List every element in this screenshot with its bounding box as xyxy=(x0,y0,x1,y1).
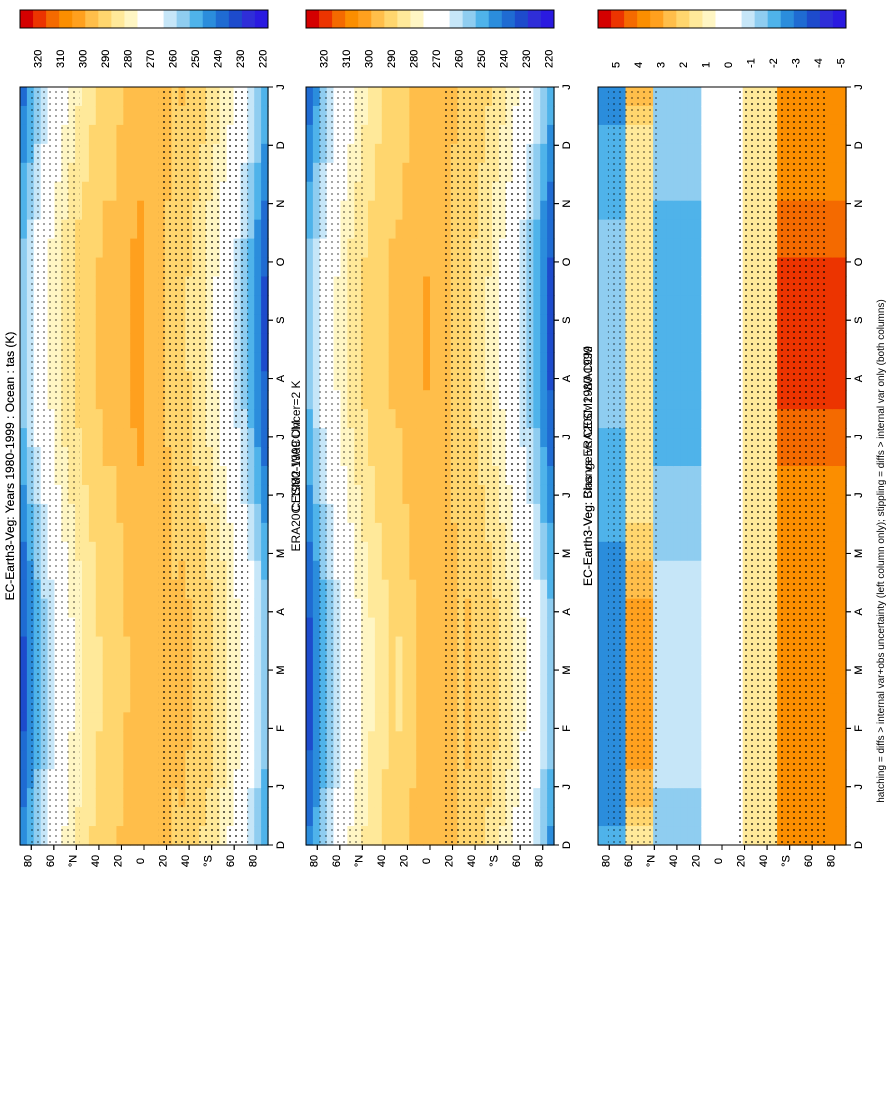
heat-cell xyxy=(82,163,89,183)
heat-cell xyxy=(20,807,27,827)
heat-cell xyxy=(82,523,89,543)
heat-cell xyxy=(82,201,89,221)
heat-cell xyxy=(20,409,27,429)
heat-cell xyxy=(82,144,89,164)
heat-cell xyxy=(82,428,89,448)
heat-cell xyxy=(89,144,96,164)
heat-cell xyxy=(82,656,89,676)
heat-cell xyxy=(20,674,27,694)
heat-cell xyxy=(20,712,27,732)
heat-cell xyxy=(82,731,89,751)
heat-cell xyxy=(20,504,27,524)
heat-cell xyxy=(82,239,89,259)
heat-cell xyxy=(82,409,89,429)
heat-cell xyxy=(82,826,89,846)
heat-cell xyxy=(89,258,96,278)
heat-cell xyxy=(82,390,89,410)
heat-cell xyxy=(89,163,96,183)
plot-area xyxy=(20,87,269,846)
heat-cell xyxy=(20,258,27,278)
heat-cell xyxy=(82,314,89,334)
heat-cell xyxy=(82,466,89,486)
heat-cell xyxy=(20,390,27,410)
heat-cell xyxy=(82,352,89,372)
heat-cell xyxy=(82,504,89,524)
heat-cell xyxy=(89,125,96,145)
heat-cell xyxy=(20,731,27,751)
heat-cell xyxy=(82,258,89,278)
heat-cell xyxy=(20,637,27,657)
heat-cell xyxy=(89,239,96,259)
heat-cell xyxy=(82,674,89,694)
heat-cell xyxy=(82,712,89,732)
heat-cell xyxy=(20,561,27,581)
heat-cell xyxy=(20,447,27,467)
heat-cell xyxy=(89,106,96,126)
heat-cell xyxy=(82,277,89,297)
heat-cell xyxy=(82,87,89,107)
heat-cell xyxy=(20,769,27,789)
heat-cell xyxy=(20,618,27,638)
heat-cell xyxy=(20,788,27,808)
heat-cell xyxy=(82,125,89,145)
heat-cell xyxy=(20,352,27,372)
heat-cell xyxy=(82,485,89,505)
heat-cell xyxy=(89,201,96,221)
heat-cell xyxy=(89,87,96,107)
heat-cell xyxy=(89,220,96,240)
heat-cell xyxy=(82,618,89,638)
heat-cell xyxy=(20,466,27,486)
heat-cell xyxy=(82,182,89,202)
heat-cell xyxy=(20,163,27,183)
heat-cell xyxy=(20,125,27,145)
heat-cell xyxy=(20,428,27,448)
heat-cell xyxy=(20,201,27,221)
heat-cell xyxy=(20,826,27,846)
heat-cell xyxy=(82,220,89,240)
heat-cell xyxy=(20,277,27,297)
heat-cell xyxy=(20,144,27,164)
heat-cell xyxy=(20,542,27,562)
heat-cell xyxy=(20,295,27,315)
heat-cell xyxy=(20,656,27,676)
heat-cell xyxy=(20,485,27,505)
panel-p4: EC-Earth3-Veg: Years 1980-1999 : Ocean :… xyxy=(3,10,287,867)
heat-cell xyxy=(82,788,89,808)
heat-cell xyxy=(82,807,89,827)
heat-cell xyxy=(20,182,27,202)
heat-cell xyxy=(20,580,27,600)
heat-cell xyxy=(82,637,89,657)
heat-cell xyxy=(82,295,89,315)
heat-cell xyxy=(20,523,27,543)
heat-cell xyxy=(82,769,89,789)
heat-cell xyxy=(82,693,89,713)
heat-cell xyxy=(20,371,27,391)
heat-cell xyxy=(20,333,27,353)
heat-cell xyxy=(82,333,89,353)
heat-cell xyxy=(20,87,27,107)
heat-cell xyxy=(82,106,89,126)
heat-cell xyxy=(82,580,89,600)
heat-cell xyxy=(82,750,89,770)
heat-cell xyxy=(20,693,27,713)
heat-cell xyxy=(82,599,89,619)
heat-cell xyxy=(82,542,89,562)
heat-cell xyxy=(20,220,27,240)
heat-cell xyxy=(82,561,89,581)
heat-cell xyxy=(20,314,27,334)
heat-cell xyxy=(82,447,89,467)
heat-cell xyxy=(20,750,27,770)
heat-cell xyxy=(82,371,89,391)
heat-cell xyxy=(89,182,96,202)
heat-cell xyxy=(20,239,27,259)
heat-cell xyxy=(20,599,27,619)
heat-cell xyxy=(20,106,27,126)
